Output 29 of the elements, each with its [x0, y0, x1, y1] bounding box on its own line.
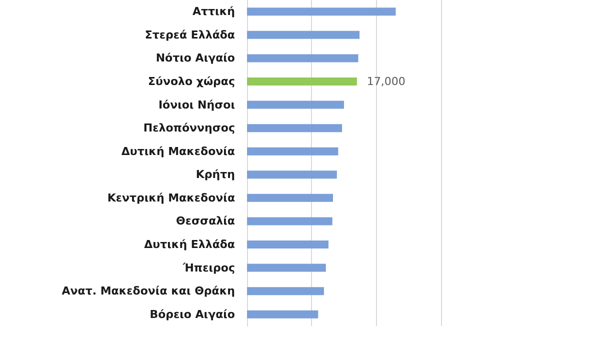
y-tick-label: Ανατ. Μακεδονία και Θράκη — [62, 284, 235, 298]
data-label: 17,000 — [366, 75, 406, 88]
bar — [247, 30, 360, 39]
y-tick-label: Ήπειρος — [182, 261, 235, 274]
y-tick-label: Αττική — [192, 5, 235, 18]
bar — [247, 124, 342, 132]
y-tick-label: Ιόνιοι Νήσοι — [158, 98, 235, 112]
y-tick-label: Κρήτη — [196, 168, 235, 182]
bar — [247, 147, 338, 156]
y-tick-label: Δυτική Μακεδονία — [121, 144, 236, 158]
bar — [247, 217, 332, 226]
bar — [247, 240, 328, 248]
bar — [247, 194, 334, 202]
y-tick-label: Κεντρική Μακεδονία — [107, 191, 236, 204]
y-tick-label: Νότιο Αιγαίο — [156, 52, 236, 65]
bar — [247, 54, 358, 62]
bar — [247, 310, 318, 318]
bar — [247, 78, 357, 86]
y-tick-label: Βόρειο Αιγαίο — [150, 308, 236, 321]
bar — [247, 100, 344, 109]
y-tick-label: Στερεά Ελλάδα — [144, 28, 236, 42]
bar — [247, 170, 337, 179]
y-tick-label: Δυτική Ελλάδα — [144, 238, 236, 251]
bar — [247, 287, 324, 296]
y-tick-label: Πελοπόννησος — [143, 122, 235, 135]
bar — [247, 8, 396, 16]
y-tick-label: Θεσσαλία — [176, 214, 236, 228]
bar — [247, 264, 326, 272]
y-tick-label: Σύνολο χώρας — [148, 75, 235, 88]
